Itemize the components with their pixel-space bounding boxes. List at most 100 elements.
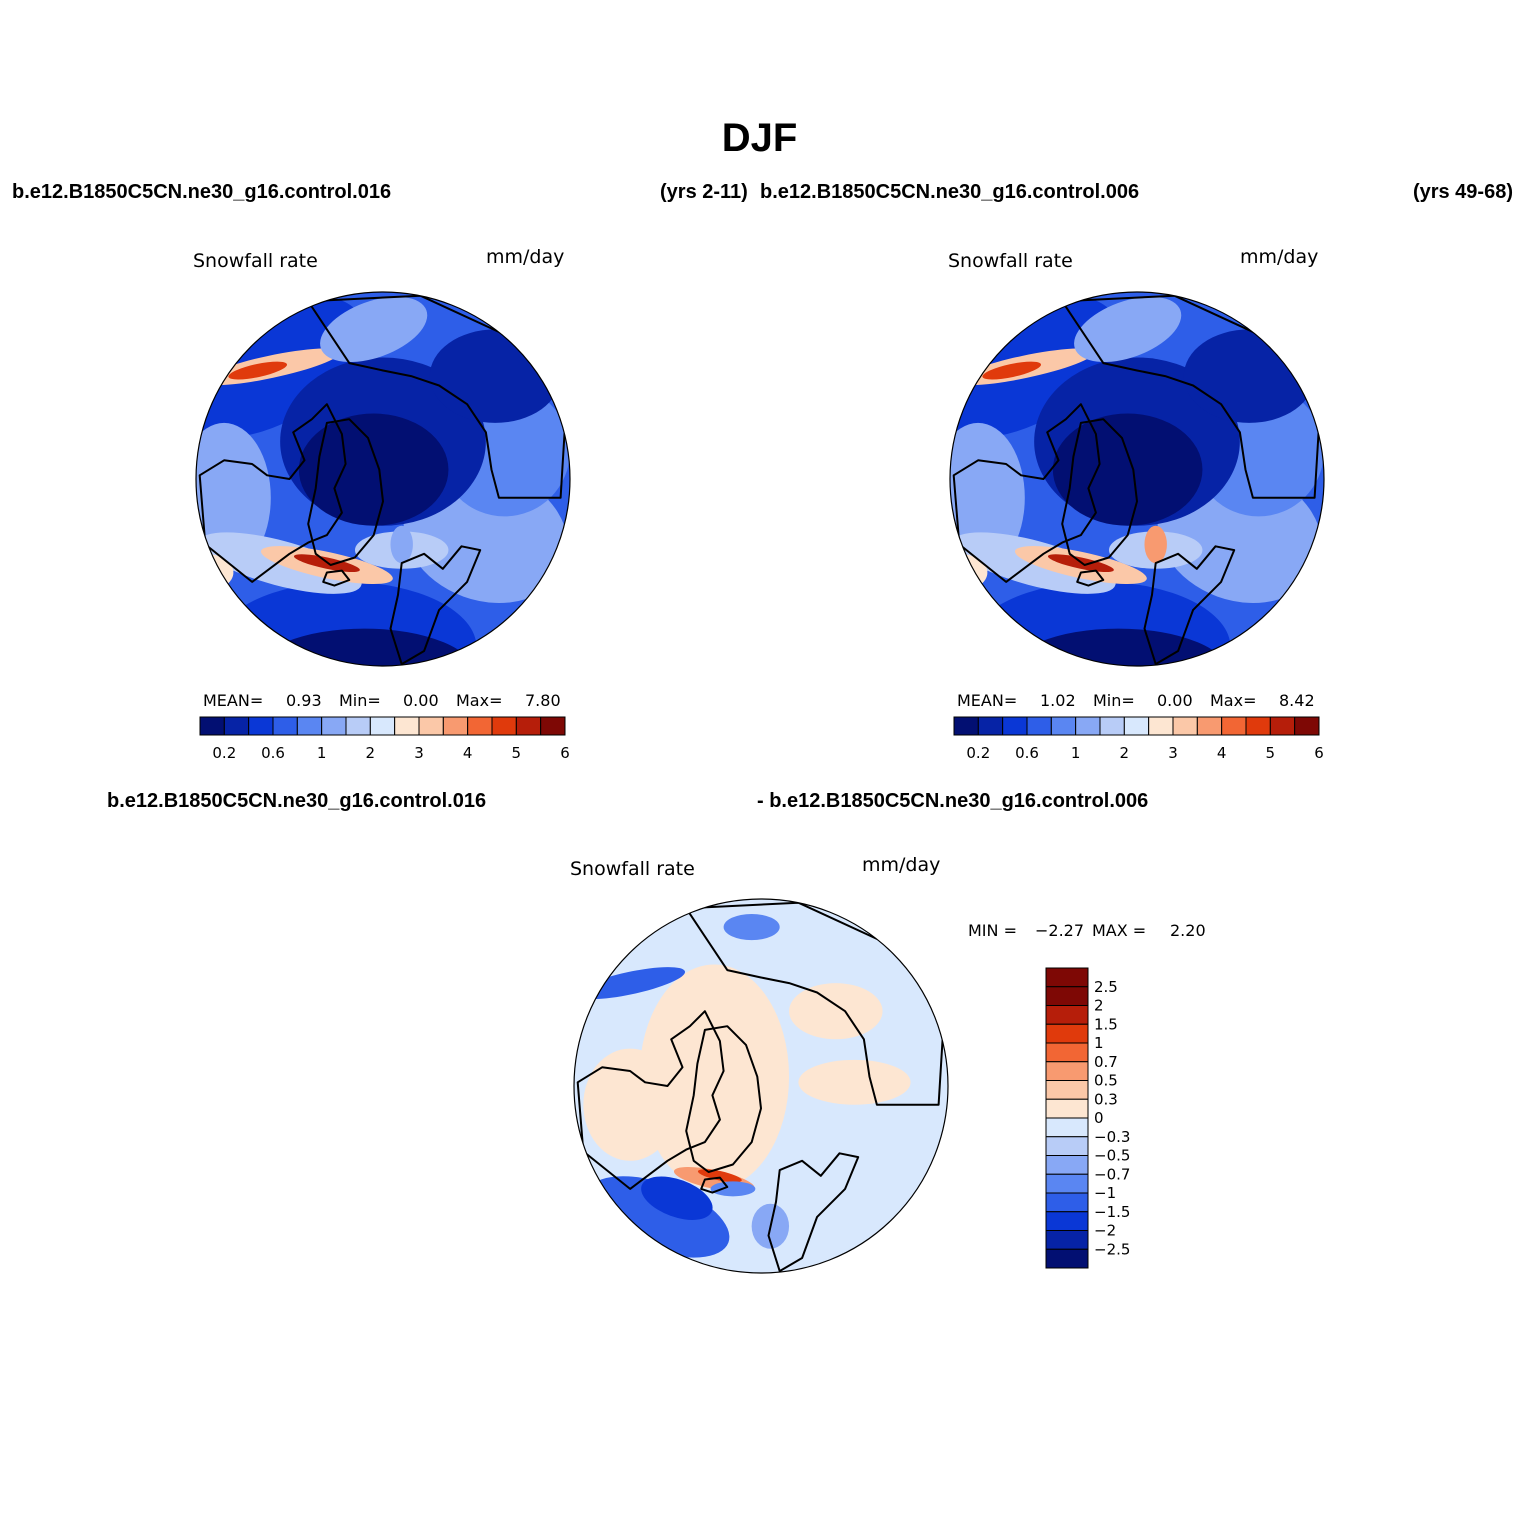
- colorbar-swatch: [1148, 716, 1174, 736]
- colorbar-tick-label: 6: [1314, 744, 1324, 762]
- panel1-mean-label: MEAN=: [203, 691, 264, 710]
- panel2-max-label: Max=: [1210, 691, 1257, 710]
- colorbar-swatch: [1045, 1211, 1089, 1231]
- case1-label: b.e12.B1850C5CN.ne30_g16.control.016: [12, 181, 392, 203]
- colorbar-swatch: [1045, 1192, 1089, 1213]
- colorbar-swatch: [1045, 1023, 1089, 1044]
- colorbar-tick-label: 0.6: [261, 744, 285, 762]
- colorbar-tick-label: 0.2: [966, 744, 990, 762]
- panel2-min-label: Min=: [1093, 691, 1135, 710]
- colorbar-tick-label: 1.5: [1094, 1015, 1118, 1033]
- colorbar-swatch: [1050, 716, 1077, 736]
- contour-region: [798, 1059, 911, 1105]
- colorbar-tick-label: 0.2: [212, 744, 236, 762]
- colorbar-swatch: [1269, 716, 1296, 736]
- coastline: [307, 418, 384, 566]
- panel1-max-label: Max=: [456, 691, 503, 710]
- contour-region: [982, 361, 1042, 380]
- colorbar-swatch: [1045, 1248, 1089, 1269]
- colorbar-swatch: [442, 716, 469, 736]
- colorbar-swatch: [223, 716, 250, 736]
- colorbar-tick-label: 2: [366, 744, 376, 762]
- colorbar-swatch: [1045, 1098, 1089, 1119]
- colorbar-tick-label: −1: [1094, 1184, 1116, 1202]
- colorbar-tick-label: −0.7: [1094, 1165, 1130, 1183]
- panel1-units: mm/day: [486, 246, 565, 268]
- panel3-max-value: 2.20: [1170, 921, 1206, 940]
- panel2-max-value: 8.42: [1279, 691, 1315, 710]
- colorbar-tick-label: −2.5: [1094, 1240, 1130, 1258]
- colorbar-tick-label: 1: [1071, 744, 1081, 762]
- panel1-min-value: 0.00: [403, 691, 439, 710]
- panel1-min-label: Min=: [339, 691, 381, 710]
- season-title: DJF: [721, 116, 798, 160]
- colorbar-swatch: [369, 716, 396, 736]
- colorbar-swatch: [1045, 1117, 1089, 1138]
- contour-region: [639, 964, 790, 1189]
- colorbar-swatch: [1099, 716, 1125, 736]
- contour-region: [1074, 296, 1182, 363]
- contour-region: [298, 413, 449, 526]
- colorbar-swatch: [491, 716, 517, 736]
- colorbar-tick-label: −1.5: [1094, 1203, 1130, 1221]
- map-border: [195, 291, 571, 667]
- panel2-units: mm/day: [1240, 246, 1319, 268]
- colorbar-swatch: [418, 716, 444, 736]
- colorbar-tick-label: 2: [1094, 997, 1104, 1015]
- colorbar-tick-label: 0: [1094, 1109, 1104, 1127]
- colorbar-swatch: [1002, 716, 1028, 736]
- colorbar-swatch: [1045, 1173, 1089, 1194]
- coastline: [952, 403, 1101, 583]
- colorbar-swatch: [1045, 1042, 1089, 1063]
- panel2-min-value: 0.00: [1157, 691, 1193, 710]
- colorbar-swatch: [1123, 716, 1150, 736]
- panel1-map: [195, 291, 571, 667]
- panel3-title: Snowfall rate: [570, 858, 695, 880]
- colorbar-tick-label: 1: [1094, 1034, 1104, 1052]
- colorbar-swatch: [199, 716, 225, 736]
- colorbar-swatch: [296, 716, 323, 736]
- coastline: [767, 1152, 860, 1273]
- contour-region: [1183, 329, 1315, 423]
- colorbar-swatch: [515, 716, 542, 736]
- panel2-map: [949, 291, 1325, 667]
- colorbar-swatch: [1172, 716, 1198, 736]
- contour-region: [390, 525, 413, 564]
- contour-region: [789, 983, 883, 1040]
- colorbar-tick-label: 0.7: [1094, 1053, 1118, 1071]
- panel3-min-value: −2.27: [1035, 921, 1085, 940]
- panel1-field: [195, 291, 571, 667]
- coastline: [322, 569, 351, 587]
- colorbar-swatch: [248, 716, 274, 736]
- colorbar-tick-label: 3: [1168, 744, 1178, 762]
- coastline: [1076, 569, 1105, 587]
- panel1-colorbar: 0.2 0.6 1 2 3 4 5 6: [199, 716, 570, 762]
- coastline: [685, 1025, 762, 1173]
- panel2-title: Snowfall rate: [948, 250, 1073, 272]
- panel2-colorbar: 0.2 0.6 1 2 3 4 5 6: [953, 716, 1324, 762]
- panel3-field: [573, 898, 949, 1274]
- coastline: [198, 403, 347, 583]
- colorbar-swatch: [1045, 1080, 1089, 1100]
- colorbar-swatch: [1045, 986, 1089, 1006]
- colorbar-swatch: [1075, 716, 1101, 736]
- colorbar-swatch: [394, 716, 420, 736]
- colorbar-swatch: [345, 716, 371, 736]
- panel3-min-label: MIN =: [968, 921, 1017, 940]
- colorbar-swatch: [540, 716, 566, 736]
- colorbar-swatch: [1045, 1155, 1089, 1175]
- coastline: [700, 1176, 729, 1194]
- colorbar-tick-label: 6: [560, 744, 570, 762]
- colorbar-swatch: [1045, 1005, 1089, 1025]
- colorbar-tick-label: 0.5: [1094, 1072, 1118, 1090]
- coastline: [1143, 545, 1236, 666]
- case2-label: b.e12.B1850C5CN.ne30_g16.control.006: [760, 181, 1140, 203]
- colorbar-swatch: [1045, 1136, 1089, 1156]
- colorbar-swatch: [1045, 1230, 1089, 1250]
- colorbar-tick-label: −2: [1094, 1222, 1116, 1240]
- case2-years: (yrs 49-68): [1412, 181, 1513, 203]
- colorbar-swatch: [1221, 716, 1247, 736]
- panel1-mean-value: 0.93: [286, 691, 322, 710]
- contour-region: [583, 1048, 677, 1161]
- colorbar-swatch: [321, 716, 347, 736]
